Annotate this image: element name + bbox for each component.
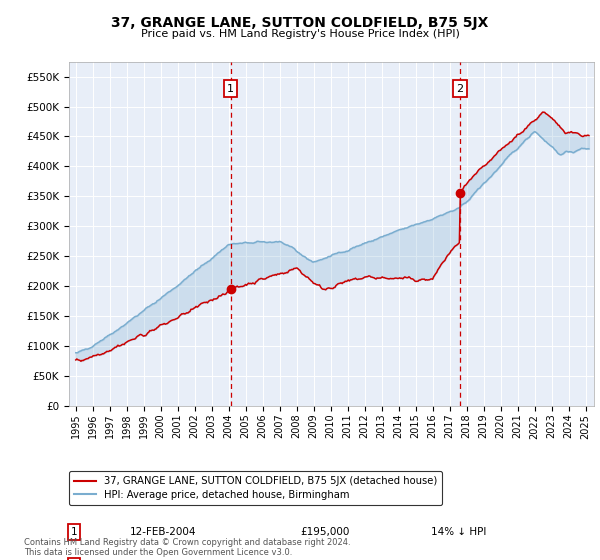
Text: 14% ↓ HPI: 14% ↓ HPI	[431, 527, 487, 536]
Text: £195,000: £195,000	[300, 527, 349, 536]
Text: 2: 2	[457, 83, 464, 94]
Text: 1: 1	[227, 83, 234, 94]
Text: Price paid vs. HM Land Registry's House Price Index (HPI): Price paid vs. HM Land Registry's House …	[140, 29, 460, 39]
Text: Contains HM Land Registry data © Crown copyright and database right 2024.
This d: Contains HM Land Registry data © Crown c…	[24, 538, 350, 557]
Legend: 37, GRANGE LANE, SUTTON COLDFIELD, B75 5JX (detached house), HPI: Average price,: 37, GRANGE LANE, SUTTON COLDFIELD, B75 5…	[69, 472, 442, 505]
Text: 12-FEB-2004: 12-FEB-2004	[130, 527, 196, 536]
Text: 1: 1	[71, 527, 77, 536]
Text: 37, GRANGE LANE, SUTTON COLDFIELD, B75 5JX: 37, GRANGE LANE, SUTTON COLDFIELD, B75 5…	[112, 16, 488, 30]
